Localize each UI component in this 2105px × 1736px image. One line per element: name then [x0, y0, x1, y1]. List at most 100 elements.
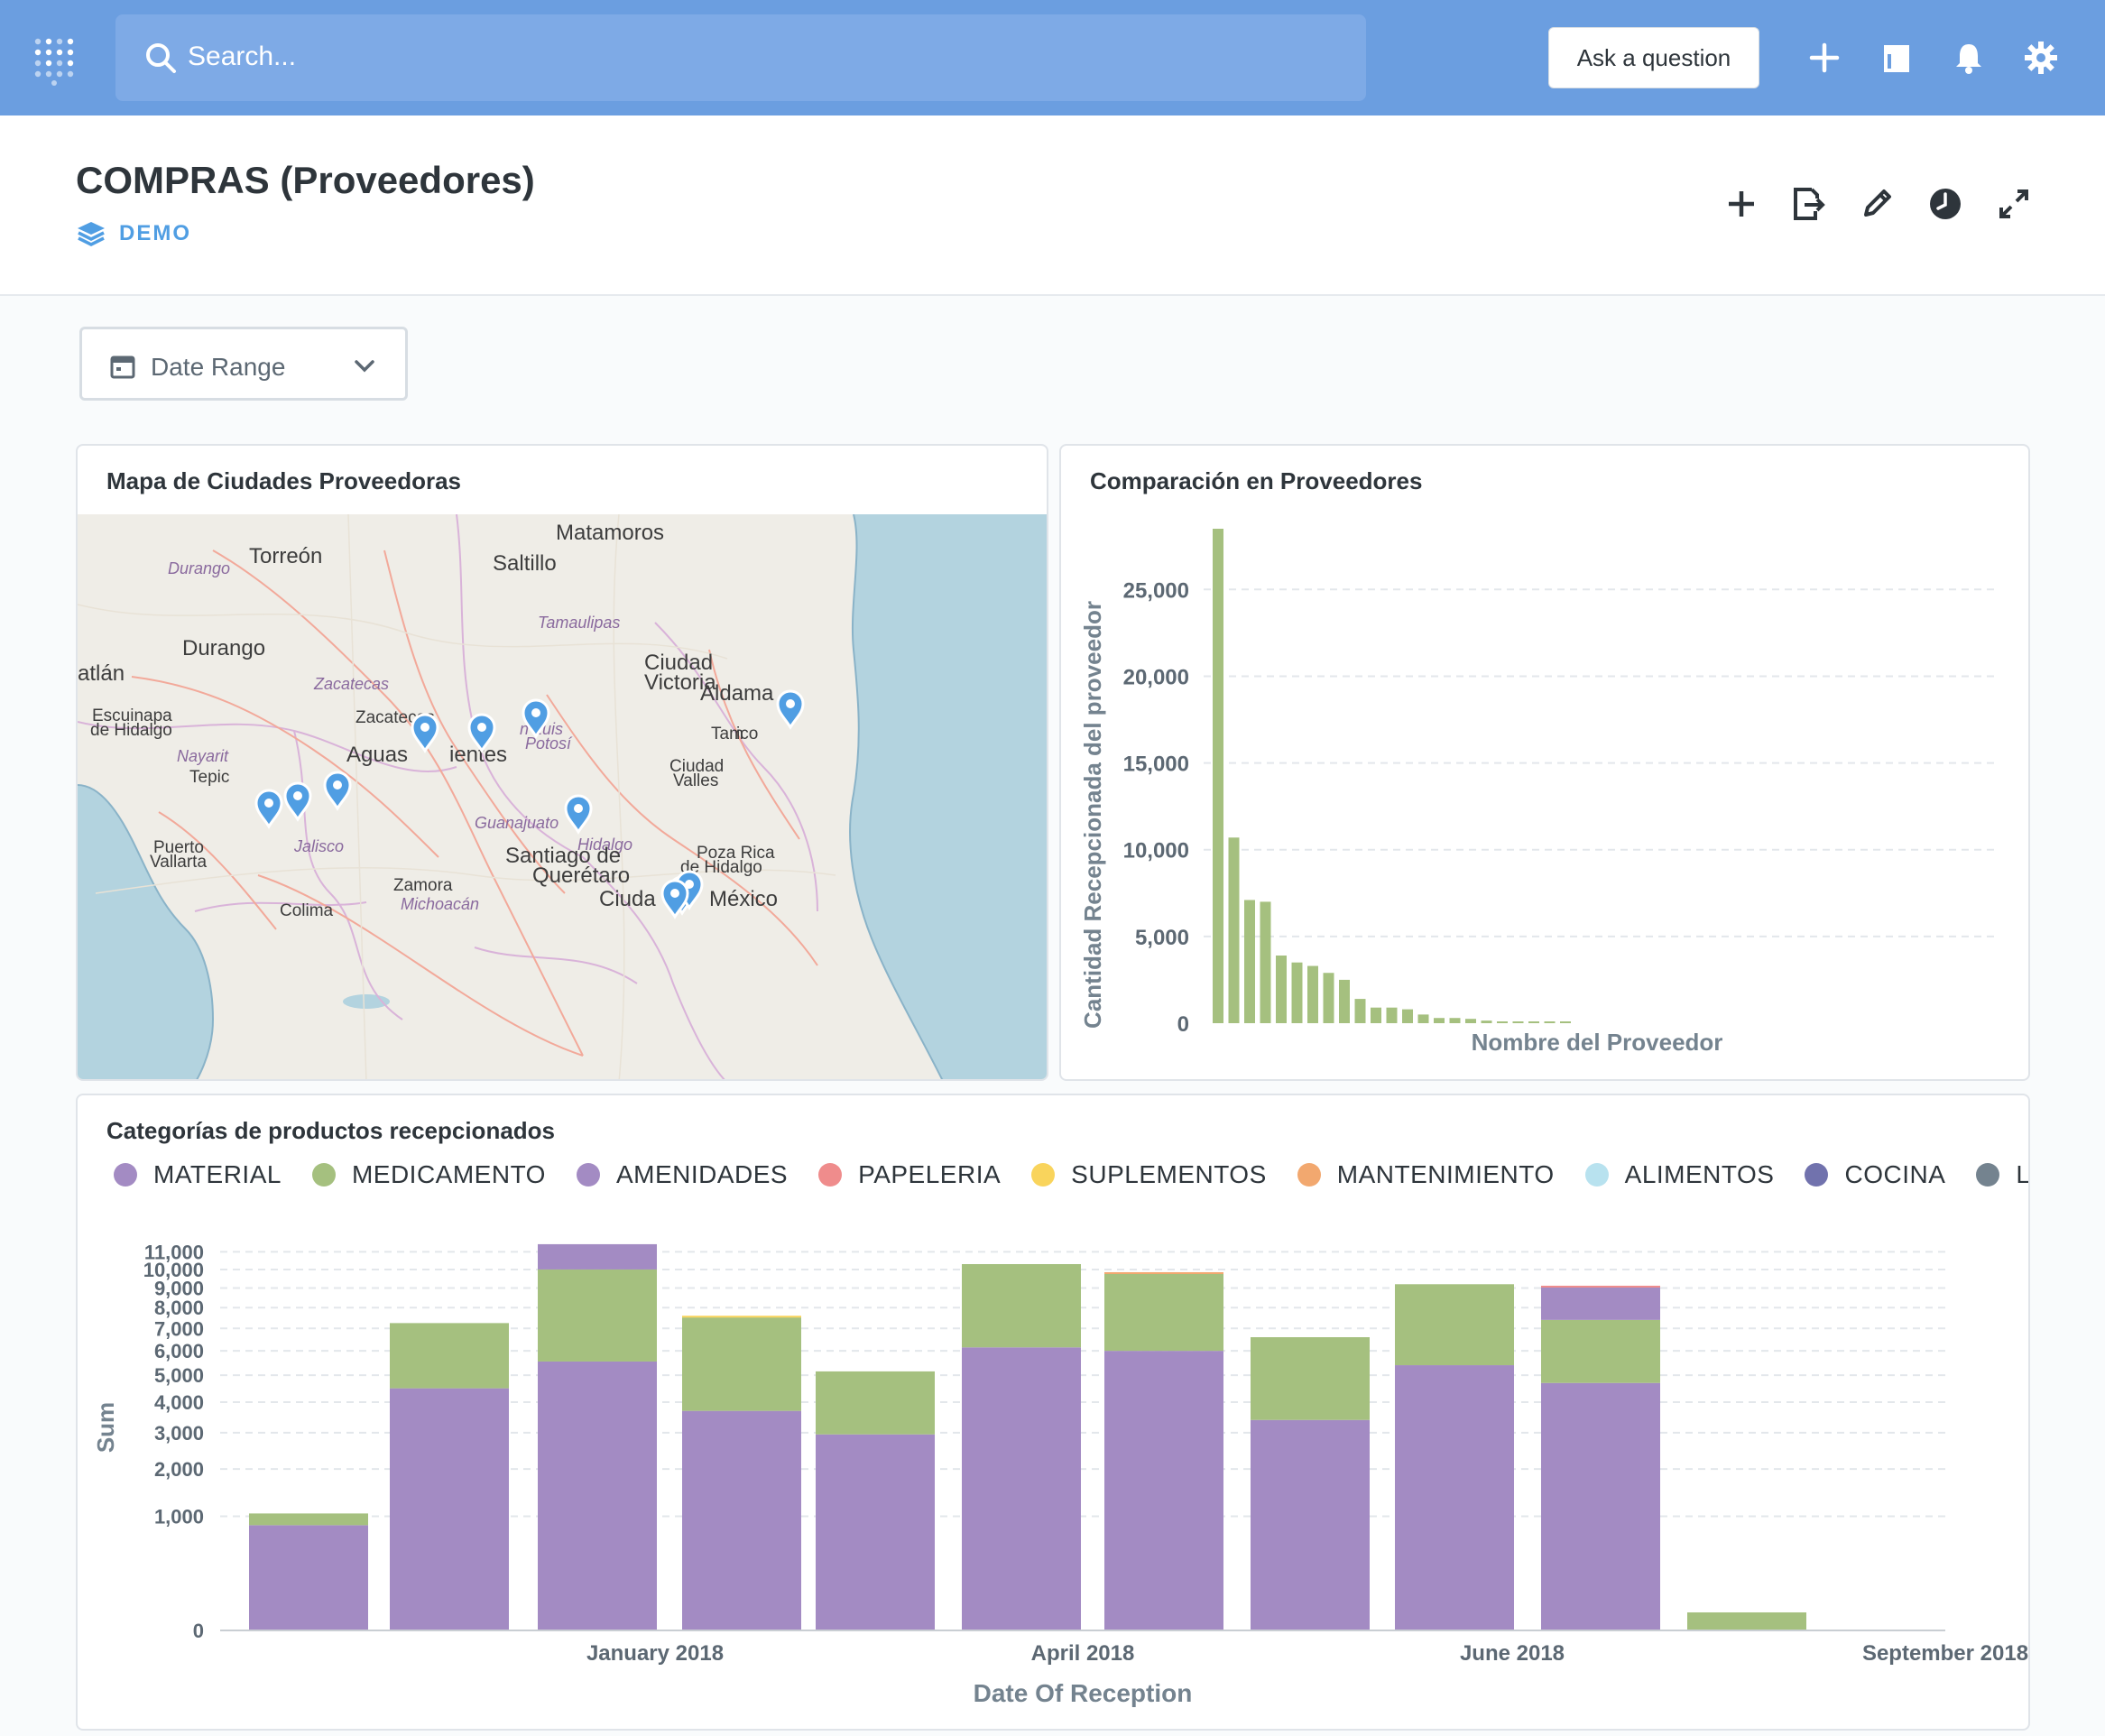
map-pin-icon[interactable]: [411, 713, 439, 753]
stacked-bar-segment[interactable]: [816, 1434, 935, 1630]
supplier-bar[interactable]: [1465, 1019, 1476, 1023]
plus-icon[interactable]: [1806, 40, 1842, 76]
date-range-filter[interactable]: Date Range: [79, 327, 408, 401]
stacked-bar-segment[interactable]: [816, 1371, 935, 1435]
legend-item[interactable]: LIMPIEZA: [1976, 1160, 2030, 1189]
stacked-bar-segment[interactable]: [1541, 1287, 1660, 1320]
supplier-bar[interactable]: [1228, 837, 1240, 1023]
map-place-label: Nayarit: [177, 747, 229, 765]
legend-label: LIMPIEZA: [2016, 1160, 2030, 1188]
collection-link[interactable]: DEMO: [76, 220, 191, 247]
ask-question-button[interactable]: Ask a question: [1548, 27, 1759, 88]
stacked-bar-segment[interactable]: [538, 1243, 657, 1270]
stacked-bar-segment[interactable]: [1395, 1284, 1514, 1366]
supplier-bar[interactable]: [1449, 1018, 1461, 1023]
fullscreen-icon[interactable]: [1994, 184, 2034, 224]
map-pin-icon[interactable]: [660, 879, 689, 919]
date-range-label: Date Range: [151, 353, 286, 381]
legend-item[interactable]: COCINA: [1805, 1160, 1945, 1189]
map-labels: Matamoros Torreón Saltillo Durango Tamaulipa…: [78, 521, 778, 920]
map-place-label: Puerto: [153, 838, 204, 857]
map-place-label: Ciudad: [669, 757, 724, 776]
stacked-bar-segment[interactable]: [682, 1410, 801, 1630]
legend-dot: [114, 1163, 137, 1187]
legend-item[interactable]: MANTENIMIENTO: [1297, 1160, 1555, 1189]
supplier-bar[interactable]: [1386, 1007, 1398, 1023]
supplier-bar[interactable]: [1291, 962, 1303, 1023]
supplier-bar[interactable]: [1339, 979, 1350, 1023]
map-pin-icon[interactable]: [522, 698, 550, 739]
stacked-bar-segment[interactable]: [1395, 1365, 1514, 1630]
legend-dot: [1584, 1163, 1609, 1187]
stacked-bar-segment[interactable]: [1251, 1337, 1370, 1420]
legend-item[interactable]: SUPLEMENTOS: [1031, 1160, 1267, 1189]
stacked-bar-segment[interactable]: [1541, 1382, 1660, 1630]
supplier-bar[interactable]: [1528, 1021, 1539, 1023]
legend-item[interactable]: MATERIAL: [114, 1160, 282, 1189]
legend-item[interactable]: AMENIDADES: [576, 1160, 788, 1189]
supplier-bar[interactable]: [1560, 1021, 1571, 1023]
stacked-bar-segment[interactable]: [962, 1347, 1081, 1630]
stacked-bar-segment[interactable]: [538, 1361, 657, 1630]
pencil-icon[interactable]: [1857, 184, 1897, 224]
stacked-bar-segment[interactable]: [1104, 1351, 1223, 1630]
supplier-bar[interactable]: [1371, 1007, 1381, 1023]
map-pin-icon[interactable]: [776, 689, 805, 730]
stacked-bar-segment[interactable]: [1687, 1611, 1806, 1630]
supplier-bar[interactable]: [1307, 965, 1318, 1023]
stacked-bar-segment[interactable]: [1541, 1285, 1660, 1288]
map-pin-icon[interactable]: [323, 771, 352, 811]
stack-x-ticks: January 2018 April 2018 June 2018 September…: [586, 1641, 2028, 1666]
map-view[interactable]: Matamoros Torreón Saltillo Durango Tamaulipa…: [78, 514, 1047, 1079]
legend-item[interactable]: MEDICAMENTO: [311, 1160, 546, 1189]
map-pin-icon[interactable]: [283, 781, 312, 822]
stacked-bar-segment[interactable]: [538, 1269, 657, 1362]
map-pin-icon[interactable]: [467, 713, 496, 753]
map-card: Mapa de Ciudades Proveedoras: [76, 444, 1048, 1081]
stacked-bar-segment[interactable]: [390, 1323, 509, 1389]
supplier-bar[interactable]: [1260, 901, 1271, 1023]
export-icon[interactable]: [1788, 184, 1828, 224]
stacked-bar-segment[interactable]: [962, 1263, 1081, 1348]
map-pin-icon[interactable]: [564, 794, 593, 835]
add-card-icon[interactable]: [1722, 184, 1761, 224]
bell-icon[interactable]: [1951, 40, 1987, 76]
map-place-label: Tam: [711, 725, 743, 743]
legend-item[interactable]: PAPELERIA: [818, 1160, 1001, 1189]
stacked-bar-segment[interactable]: [249, 1525, 368, 1630]
y-tick-label: 15,000: [1123, 753, 1189, 777]
supplier-bar[interactable]: [1213, 529, 1223, 1023]
map-place-label: Ciudad: [644, 651, 713, 675]
supplier-bar[interactable]: [1323, 973, 1334, 1023]
collection-icon[interactable]: [1879, 40, 1915, 76]
stacked-bar-segment[interactable]: [1104, 1273, 1223, 1352]
stacked-bar-segment[interactable]: [682, 1316, 801, 1318]
stacked-bar-segment[interactable]: [682, 1317, 801, 1411]
supplier-bar[interactable]: [1276, 956, 1287, 1023]
stack-marks: [249, 1243, 1806, 1630]
stacked-bar-segment[interactable]: [390, 1388, 509, 1630]
supplier-bar[interactable]: [1481, 1020, 1492, 1023]
logo-icon[interactable]: [32, 36, 83, 87]
supplier-bar[interactable]: [1544, 1021, 1556, 1023]
gear-icon[interactable]: [2023, 40, 2059, 76]
clock-icon[interactable]: [1925, 184, 1965, 224]
map-pin-icon[interactable]: [254, 789, 283, 829]
supplier-bar[interactable]: [1497, 1021, 1508, 1023]
supplier-comparison-card: Comparación en Proveedores 0 5,000 10,000 1…: [1059, 444, 2030, 1081]
legend-item[interactable]: ALIMENTOS: [1584, 1160, 1775, 1189]
search-bar[interactable]: Search...: [115, 14, 1366, 101]
dashboard-header: COMPRAS (Proveedores) DEMO: [0, 115, 2105, 296]
map-place-label: Michoacán: [401, 895, 479, 913]
stacked-bar-segment[interactable]: [1541, 1319, 1660, 1383]
stack-card-title: Categorías de productos recepcionados: [106, 1117, 556, 1144]
supplier-bar[interactable]: [1244, 900, 1255, 1023]
supplier-bar[interactable]: [1417, 1014, 1429, 1023]
supplier-bar[interactable]: [1512, 1021, 1524, 1023]
supplier-bar[interactable]: [1434, 1018, 1445, 1023]
stacked-bar-segment[interactable]: [1251, 1419, 1370, 1630]
supplier-bar[interactable]: [1354, 999, 1366, 1023]
supplier-bar[interactable]: [1402, 1009, 1413, 1023]
stacked-bar-segment[interactable]: [1104, 1271, 1223, 1274]
stacked-bar-segment[interactable]: [249, 1513, 368, 1526]
